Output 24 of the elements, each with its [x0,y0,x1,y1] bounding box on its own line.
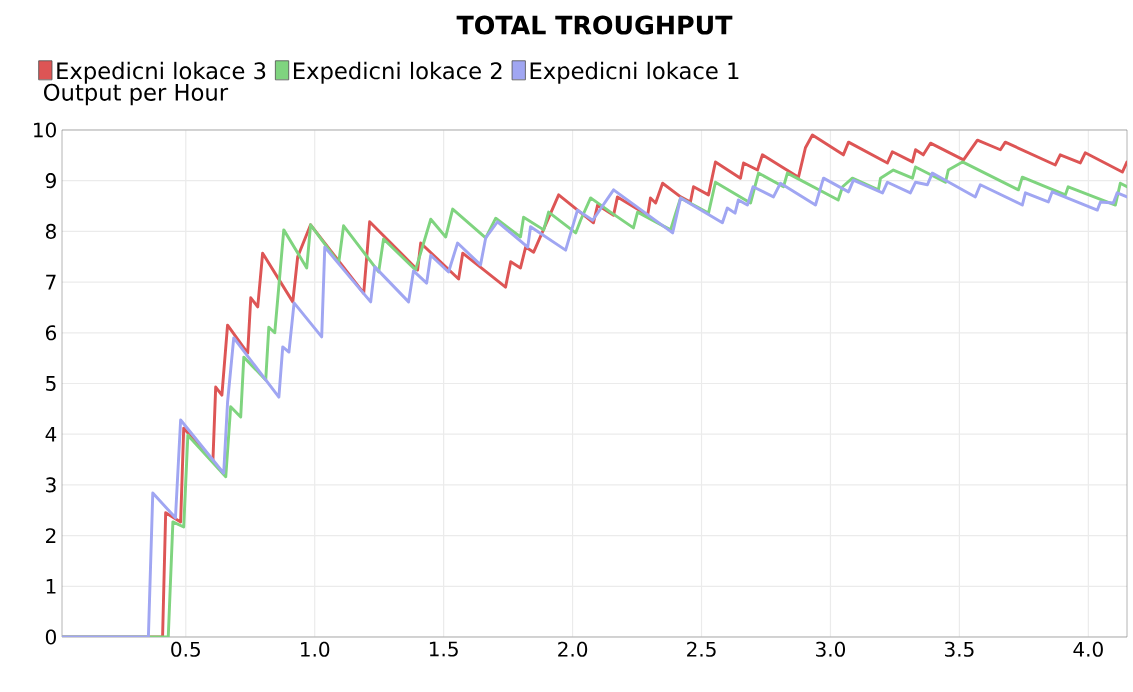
y-tick-label: 7 [46,274,56,290]
y-tick-label: 3 [46,477,56,493]
legend-label: Expedicni lokace 3 [57,61,266,84]
y-tick-label: 4 [45,426,57,442]
x-tick-label: 0.5 [171,641,200,657]
y-tick-label: 1 [46,579,56,594]
x-tick-label: 2.5 [687,641,716,657]
y-tick-label: 5 [46,376,56,391]
chart-title: TOTAL TROUGHPUT [456,15,733,35]
y-tick-label: 9 [45,173,56,189]
y-tick-label: 10 [34,122,56,138]
x-tick-label: 2.0 [558,641,588,657]
legend-label: Expedicni lokace 1 [530,61,739,84]
x-tick-label: 3.5 [945,641,974,657]
x-tick-label: 3.0 [816,641,846,657]
y-tick-label: 8 [45,223,56,239]
x-tick-label: 1.5 [429,641,458,657]
x-tick-label: 4.0 [1073,641,1103,657]
y-tick-label: 0 [45,629,56,645]
y-tick-label: 6 [45,325,57,341]
y-axis-title: Output per Hour [43,83,229,106]
x-tick-label: 1.0 [301,641,330,657]
legend-label: Expedicni lokace 2 [293,61,502,84]
y-tick-label: 2 [46,528,56,544]
